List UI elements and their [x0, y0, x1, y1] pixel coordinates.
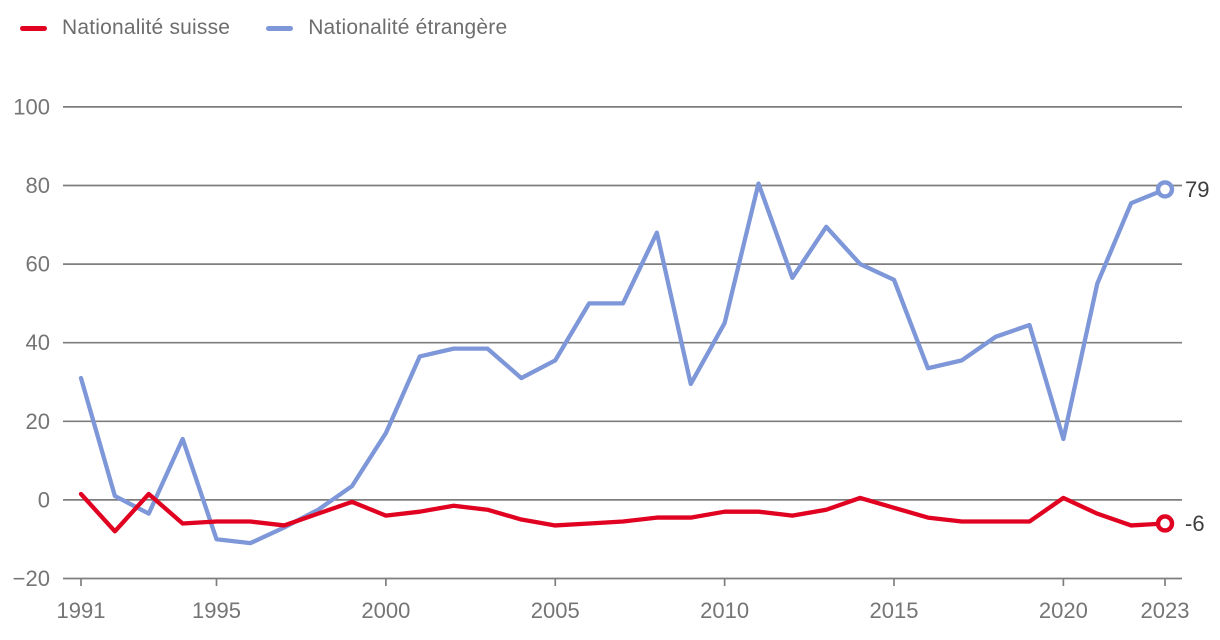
legend: Nationalité suisse Nationalité étrangère [20, 16, 507, 40]
x-tick-label: 2023 [1141, 598, 1190, 623]
y-tick-label: 100 [13, 94, 50, 119]
legend-swatch-etrangere [266, 25, 294, 31]
legend-item-etrangere[interactable]: Nationalité étrangère [266, 16, 507, 40]
x-tick-label: 2015 [870, 598, 919, 623]
series-line-suisse [78, 491, 1168, 534]
x-tick-label: 2020 [1039, 598, 1088, 623]
x-tick-label: 1995 [192, 598, 241, 623]
y-tick-label: 20 [26, 409, 50, 434]
series-line-etrangere [78, 181, 1168, 546]
x-tick-label: 1991 [57, 598, 106, 623]
y-tick-label: 60 [26, 252, 50, 277]
legend-swatch-suisse [20, 25, 47, 31]
x-tick-label: 2005 [531, 598, 580, 623]
legend-item-suisse[interactable]: Nationalité suisse [20, 16, 230, 40]
end-marker-etrangere [1155, 180, 1175, 199]
x-tick-label: 2010 [700, 598, 749, 623]
y-tick-label: 0 [38, 487, 50, 512]
legend-label-etrangere: Nationalité étrangère [308, 16, 508, 39]
legend-label-suisse: Nationalité suisse [62, 16, 231, 39]
end-marker-suisse [1155, 514, 1175, 533]
end-value-label-suisse: -6 [1185, 511, 1205, 536]
end-value-label-etrangere: 79 [1185, 177, 1209, 202]
x-tick-label: 2000 [361, 598, 410, 623]
y-tick-label: −20 [13, 566, 50, 591]
y-tick-label: 40 [26, 330, 50, 355]
y-tick-label: 80 [26, 173, 50, 198]
